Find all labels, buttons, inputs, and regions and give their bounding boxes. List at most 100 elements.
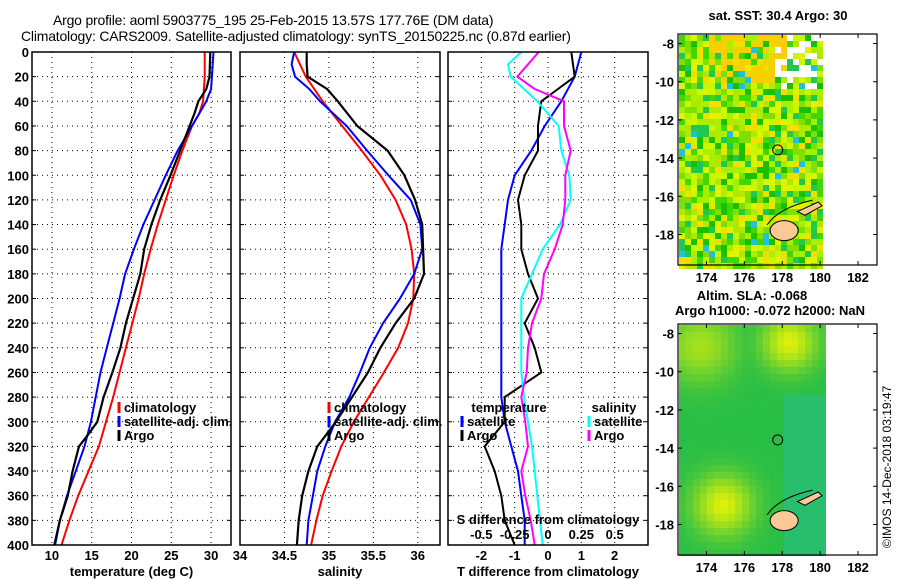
- map-cell: [728, 507, 735, 514]
- map-cell: [805, 155, 811, 161]
- map-cell: [787, 197, 793, 203]
- map-cell: [798, 507, 805, 514]
- map-cell: [715, 101, 721, 107]
- map-cell: [679, 409, 686, 416]
- map-cell: [691, 143, 697, 149]
- map-cell: [787, 245, 793, 251]
- map-cell: [799, 233, 805, 239]
- map-cell: [775, 35, 781, 41]
- map-cell: [805, 402, 812, 409]
- map-cell: [781, 41, 787, 47]
- map-cell: [685, 77, 691, 83]
- map-cell: [798, 521, 805, 528]
- map-cell: [805, 374, 812, 381]
- map-cell: [775, 125, 781, 131]
- map-cell: [693, 430, 700, 437]
- map-cell: [781, 197, 787, 203]
- map-cell: [727, 131, 733, 137]
- map-cell: [793, 245, 799, 251]
- map-cell: [791, 402, 798, 409]
- map-cell: [715, 77, 721, 83]
- map-cell: [793, 161, 799, 167]
- map-cell: [714, 374, 721, 381]
- map-cell: [784, 458, 791, 465]
- map-cell: [742, 479, 749, 486]
- map-cell: [707, 465, 714, 472]
- map-cell: [775, 257, 781, 263]
- map-cell: [811, 233, 817, 239]
- map-cell: [791, 374, 798, 381]
- x-axis-label: T difference from climatology: [457, 564, 640, 579]
- map-cell: [817, 209, 823, 215]
- map-cell: [703, 191, 709, 197]
- map-cell: [686, 493, 693, 500]
- salinity-plot-frame: [239, 51, 441, 546]
- map-cell: [799, 173, 805, 179]
- map-cell: [763, 353, 770, 360]
- map-cell: [763, 125, 769, 131]
- map-cell: [805, 125, 811, 131]
- map-cell: [745, 251, 751, 257]
- map-cell: [728, 353, 735, 360]
- map-cell: [709, 131, 715, 137]
- map-cell: [819, 388, 826, 395]
- map-cell: [805, 416, 812, 423]
- map-cell: [781, 95, 787, 101]
- map-cell: [751, 173, 757, 179]
- map-cell: [756, 388, 763, 395]
- map-cell: [787, 119, 793, 125]
- map-cell: [691, 191, 697, 197]
- map-cell: [707, 395, 714, 402]
- map-cell: [721, 119, 727, 125]
- map-cell: [733, 101, 739, 107]
- map-cell: [769, 77, 775, 83]
- map-cell: [769, 185, 775, 191]
- map-cell: [784, 528, 791, 535]
- legend-satellite-adj-label: satellite-adj. clim.: [124, 414, 232, 429]
- line-climatology: [293, 51, 416, 546]
- map-cell: [700, 451, 707, 458]
- map-cell: [686, 521, 693, 528]
- map-cell: [679, 507, 686, 514]
- map-cell: [817, 113, 823, 119]
- map-cell: [709, 59, 715, 65]
- map-cell: [756, 444, 763, 451]
- map-cell: [679, 101, 685, 107]
- map-cell: [770, 493, 777, 500]
- legend-t-satellite-label: satellite: [467, 414, 515, 429]
- map-cell: [703, 239, 709, 245]
- map-cell: [709, 155, 715, 161]
- map-cell: [770, 507, 777, 514]
- map-cell: [721, 155, 727, 161]
- map-cell: [739, 137, 745, 143]
- map-cell: [685, 101, 691, 107]
- map-lat-label: -14: [655, 151, 675, 166]
- map-cell: [756, 486, 763, 493]
- map-cell: [679, 203, 685, 209]
- map-cell: [777, 416, 784, 423]
- map-cell: [707, 388, 714, 395]
- map-cell: [817, 185, 823, 191]
- map-cell: [700, 381, 707, 388]
- map-cell: [679, 107, 685, 113]
- map-cell: [756, 381, 763, 388]
- map-cell: [693, 416, 700, 423]
- map-cell: [817, 161, 823, 167]
- map-cell: [775, 143, 781, 149]
- map-cell: [686, 416, 693, 423]
- map-cell: [700, 395, 707, 402]
- map-cell: [763, 514, 770, 521]
- map-cell: [679, 197, 685, 203]
- map-cell: [721, 59, 727, 65]
- map-cell: [775, 245, 781, 251]
- x-tick-label: 35.5: [361, 548, 386, 563]
- map-cell: [739, 215, 745, 221]
- map-cell: [819, 402, 826, 409]
- map-cell: [735, 507, 742, 514]
- map-cell: [799, 263, 805, 269]
- map-cell: [733, 227, 739, 233]
- map-cell: [805, 367, 812, 374]
- map-cell: [709, 239, 715, 245]
- map-cell: [727, 233, 733, 239]
- map-cell: [817, 251, 823, 257]
